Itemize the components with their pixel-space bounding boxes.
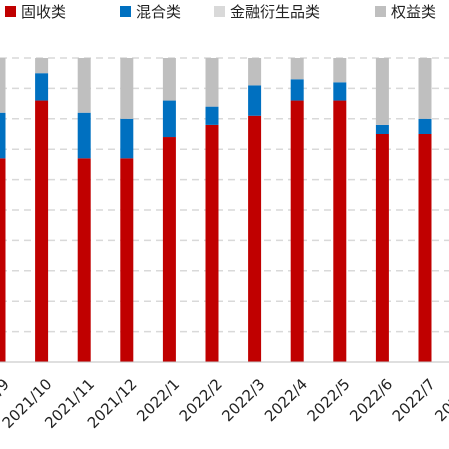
bar-segment-4-2021-9: [0, 58, 6, 113]
bar-segment-1-2021-11: [77, 158, 91, 362]
bar-segment-1-2022-1: [162, 137, 176, 362]
bar-segment-4-2022-5: [333, 58, 347, 83]
bar-series: [0, 58, 432, 362]
legend-swatch-1: [5, 6, 16, 17]
x-tick-label: 2022/7: [389, 375, 439, 425]
bar-segment-4-2022-1: [162, 58, 176, 101]
x-tick-labels: 2021/92021/102021/112021/122022/12022/22…: [0, 375, 449, 432]
legend: 固收类 混合类 金融衍生品类 权益类: [5, 3, 436, 21]
bar-segment-1-2022-4: [290, 100, 304, 362]
bar-segment-4-2021-11: [77, 58, 91, 113]
legend-label-4: 权益类: [391, 3, 436, 21]
bar-segment-1-2022-6: [375, 134, 389, 362]
bar-segment-1-2022-2: [205, 124, 219, 362]
x-tick-label: 2022/5: [304, 375, 354, 425]
bar-segment-2-2022-1: [162, 100, 176, 138]
x-tick-label: 2022/3: [218, 375, 268, 425]
legend-swatch-4: [375, 6, 386, 17]
legend-label-3: 金融衍生品类: [230, 3, 320, 21]
bar-segment-2-2021-12: [120, 118, 134, 159]
bar-segment-1-2022-3: [248, 115, 262, 362]
bar-segment-4-2022-7: [418, 58, 432, 119]
bar-segment-2-2021-10: [35, 73, 49, 101]
x-tick-label: 2022/4: [261, 375, 311, 425]
gridlines: [0, 57, 449, 333]
bar-segment-2-2022-7: [418, 118, 432, 134]
bar-segment-1-2022-5: [333, 100, 347, 362]
bar-segment-4-2021-10: [35, 58, 49, 74]
x-tick-label: 2022/1: [133, 375, 183, 425]
bar-segment-2-2022-4: [290, 79, 304, 101]
bar-segment-1-2022-7: [418, 134, 432, 362]
bar-segment-2-2022-2: [205, 106, 219, 125]
x-tick-label: 2022/8: [431, 375, 449, 425]
bar-segment-4-2021-12: [120, 58, 134, 119]
bar-segment-4-2022-3: [248, 58, 262, 86]
legend-label-2: 混合类: [136, 3, 181, 21]
bar-segment-4-2022-4: [290, 58, 304, 80]
legend-label-1: 固收类: [21, 3, 66, 21]
legend-swatch-2: [120, 6, 131, 17]
bar-segment-4-2022-2: [205, 58, 219, 107]
bar-segment-1-2021-9: [0, 158, 6, 362]
bar-segment-2-2021-9: [0, 112, 6, 159]
bar-segment-4-2022-6: [375, 58, 389, 125]
bar-segment-2-2022-3: [248, 85, 262, 116]
x-tick-label: 2022/6: [346, 375, 396, 425]
bar-segment-1-2021-10: [35, 100, 49, 362]
bar-segment-1-2021-12: [120, 158, 134, 362]
bar-segment-2-2022-5: [333, 82, 347, 101]
legend-swatch-3: [214, 6, 225, 17]
x-tick-label: 2022/2: [176, 375, 226, 425]
bar-segment-2-2021-11: [77, 112, 91, 159]
bar-segment-2-2022-6: [375, 124, 389, 134]
